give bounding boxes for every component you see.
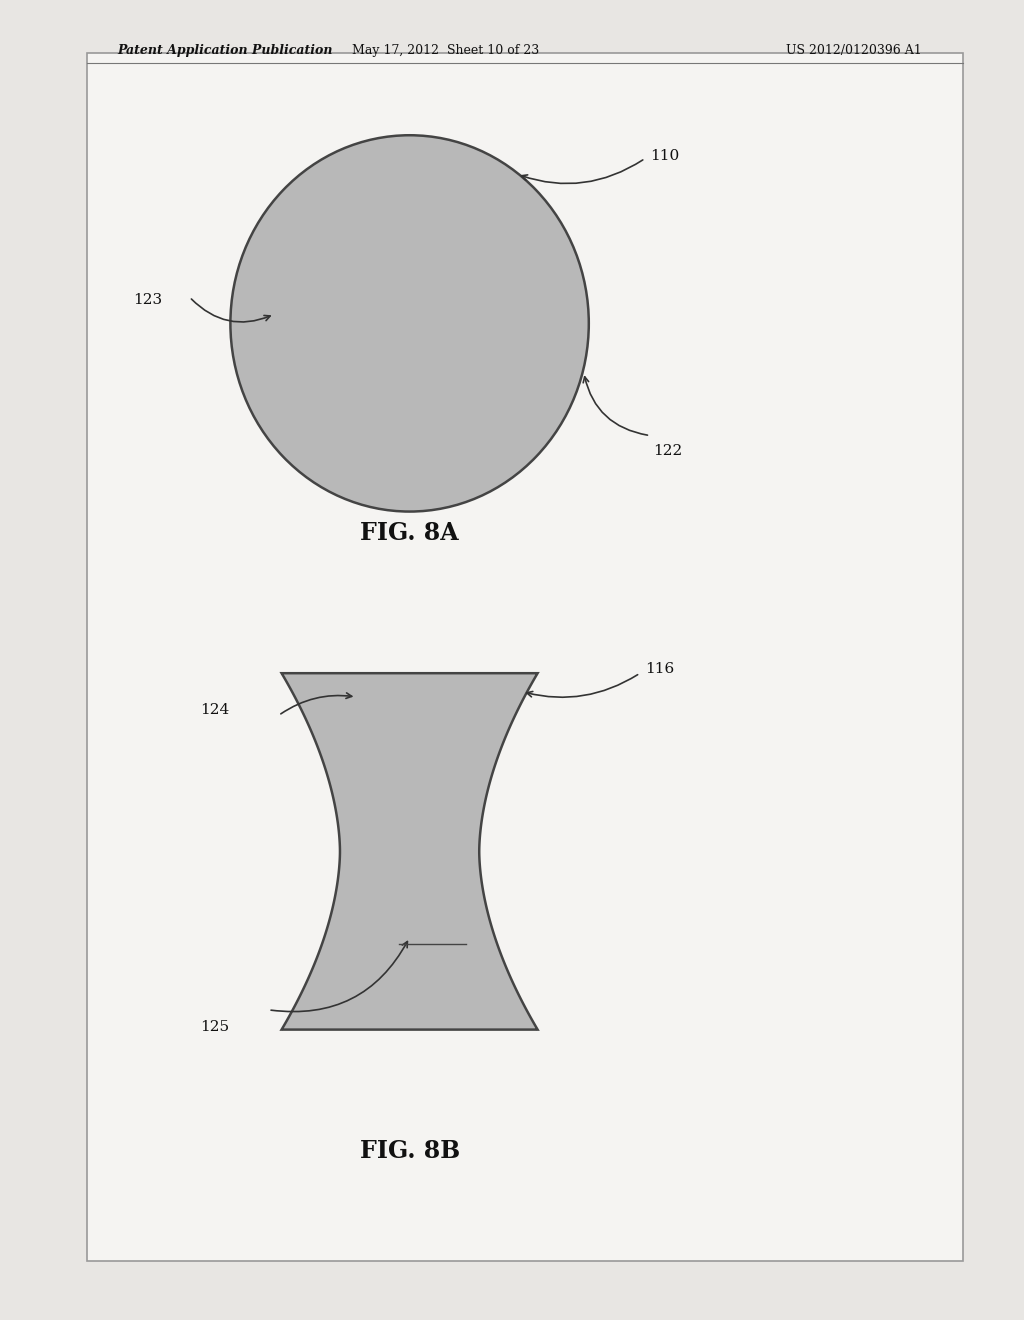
Text: 124: 124 [200, 704, 229, 717]
Text: May 17, 2012  Sheet 10 of 23: May 17, 2012 Sheet 10 of 23 [352, 44, 539, 57]
Text: US 2012/0120396 A1: US 2012/0120396 A1 [785, 44, 922, 57]
Bar [87, 53, 963, 1261]
Text: 123: 123 [133, 293, 162, 306]
Text: 116: 116 [645, 663, 675, 676]
Text: 122: 122 [653, 445, 683, 458]
Polygon shape [282, 673, 538, 1030]
Text: 125: 125 [200, 1020, 228, 1034]
Text: 110: 110 [650, 149, 680, 162]
Text: Patent Application Publication: Patent Application Publication [118, 44, 333, 57]
Text: FIG. 8B: FIG. 8B [359, 1139, 460, 1163]
Ellipse shape [230, 135, 589, 512]
Text: FIG. 8A: FIG. 8A [360, 521, 459, 545]
